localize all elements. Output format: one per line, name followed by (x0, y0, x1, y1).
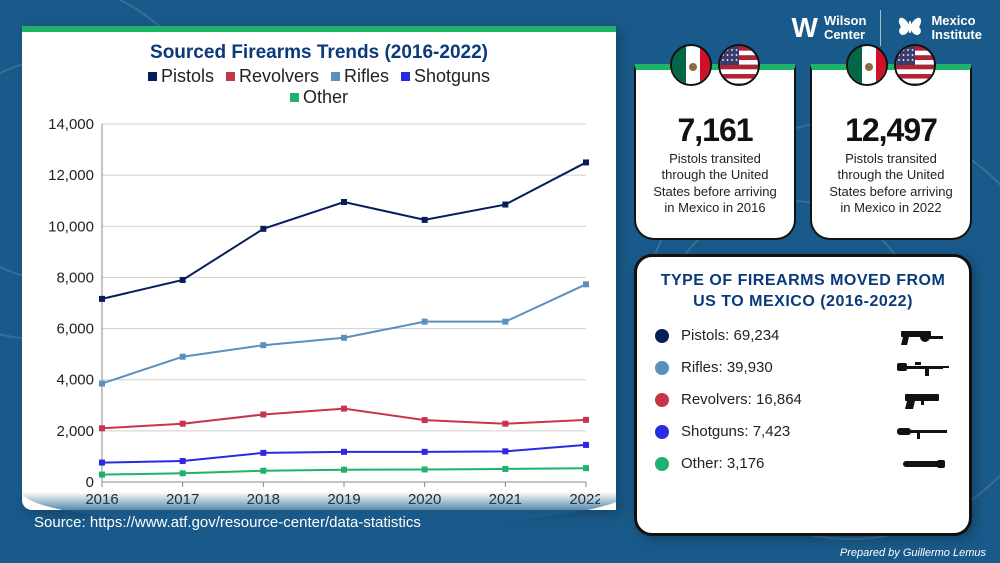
usa-flag-icon (718, 44, 760, 86)
svg-text:14,000: 14,000 (48, 116, 94, 133)
usa-flag-icon (894, 44, 936, 86)
chart-title: Sourced Firearms Trends (2016-2022) (38, 42, 600, 64)
wilson-center-logo: W Wilson Center (792, 13, 867, 44)
legend-item-revolvers: Revolvers (226, 66, 319, 87)
mexico-institute-logo: Mexico Institute (895, 11, 982, 46)
type-label: Revolvers: 16,864 (681, 391, 883, 408)
svg-text:10,000: 10,000 (48, 218, 94, 235)
type-dot-icon (655, 457, 669, 471)
chart-plot-area: 0 2,000 4,000 6,000 8,000 10,000 12,000 14,000 2… (38, 114, 600, 510)
stat-value: 7,161 (648, 112, 782, 149)
type-row: Rifles: 39,930 (655, 357, 951, 379)
butterfly-icon (895, 11, 925, 46)
svg-text:8,000: 8,000 (56, 269, 94, 286)
legend-item-pistols: Pistols (148, 66, 214, 87)
chart-legend: Pistols Revolvers Rifles Shotguns Other (38, 66, 600, 108)
flag-pair-icon (670, 44, 760, 86)
stat-card-2016: 7,161 Pistols transited through the Unit… (634, 64, 796, 240)
revolver-icon (895, 325, 951, 347)
legend-item-shotguns: Shotguns (401, 66, 490, 87)
type-label: Pistols: 69,234 (681, 327, 883, 344)
type-dot-icon (655, 393, 669, 407)
logo-divider (880, 10, 881, 46)
cartridge-icon (895, 453, 951, 475)
svg-text:2016: 2016 (85, 491, 118, 508)
type-dot-icon (655, 425, 669, 439)
type-row: Revolvers: 16,864 (655, 389, 951, 411)
svg-text:6,000: 6,000 (56, 321, 94, 338)
svg-text:4,000: 4,000 (56, 372, 94, 389)
mexico-flag-icon (670, 44, 712, 86)
type-panel-title: TYPE OF FIREARMS MOVED FROM US TO MEXICO… (655, 271, 951, 313)
pistol-icon (895, 389, 951, 411)
shotgun-icon (895, 421, 951, 443)
stat-desc: Pistols transited through the United Sta… (824, 151, 958, 216)
svg-text:0: 0 (86, 474, 94, 491)
svg-text:2020: 2020 (408, 491, 441, 508)
wilson-center-text: Wilson Center (824, 14, 867, 43)
rifle-icon (895, 357, 951, 379)
chart-panel: Sourced Firearms Trends (2016-2022) Pist… (22, 26, 616, 510)
svg-text:2019: 2019 (327, 491, 360, 508)
mexico-institute-text: Mexico Institute (931, 14, 982, 43)
type-panel: TYPE OF FIREARMS MOVED FROM US TO MEXICO… (634, 254, 972, 536)
type-label: Rifles: 39,930 (681, 359, 883, 376)
type-row: Shotguns: 7,423 (655, 421, 951, 443)
stat-value: 12,497 (824, 112, 958, 149)
svg-text:2022: 2022 (569, 491, 600, 508)
svg-text:2018: 2018 (247, 491, 280, 508)
wilson-w-icon: W (792, 13, 818, 44)
flag-pair-icon (846, 44, 936, 86)
legend-item-other: Other (290, 87, 348, 108)
type-row: Pistols: 69,234 (655, 325, 951, 347)
header-logos: W Wilson Center Mexico Institute (792, 10, 983, 46)
svg-text:12,000: 12,000 (48, 167, 94, 184)
svg-text:2,000: 2,000 (56, 423, 94, 440)
type-label: Shotguns: 7,423 (681, 423, 883, 440)
credit: Prepared by Guillermo Lemus (840, 547, 986, 559)
svg-text:2021: 2021 (489, 491, 522, 508)
type-dot-icon (655, 361, 669, 375)
type-label: Other: 3,176 (681, 455, 883, 472)
stat-desc: Pistols transited through the United Sta… (648, 151, 782, 216)
stat-card-2022: 12,497 Pistols transited through the Uni… (810, 64, 972, 240)
chart-source: Source: https://www.atf.gov/resource-cen… (34, 514, 421, 531)
type-dot-icon (655, 329, 669, 343)
line-chart-svg: 0 2,000 4,000 6,000 8,000 10,000 12,000 14,000 2… (38, 114, 600, 510)
svg-text:2017: 2017 (166, 491, 199, 508)
legend-item-rifles: Rifles (331, 66, 389, 87)
mexico-flag-icon (846, 44, 888, 86)
type-row: Other: 3,176 (655, 453, 951, 475)
